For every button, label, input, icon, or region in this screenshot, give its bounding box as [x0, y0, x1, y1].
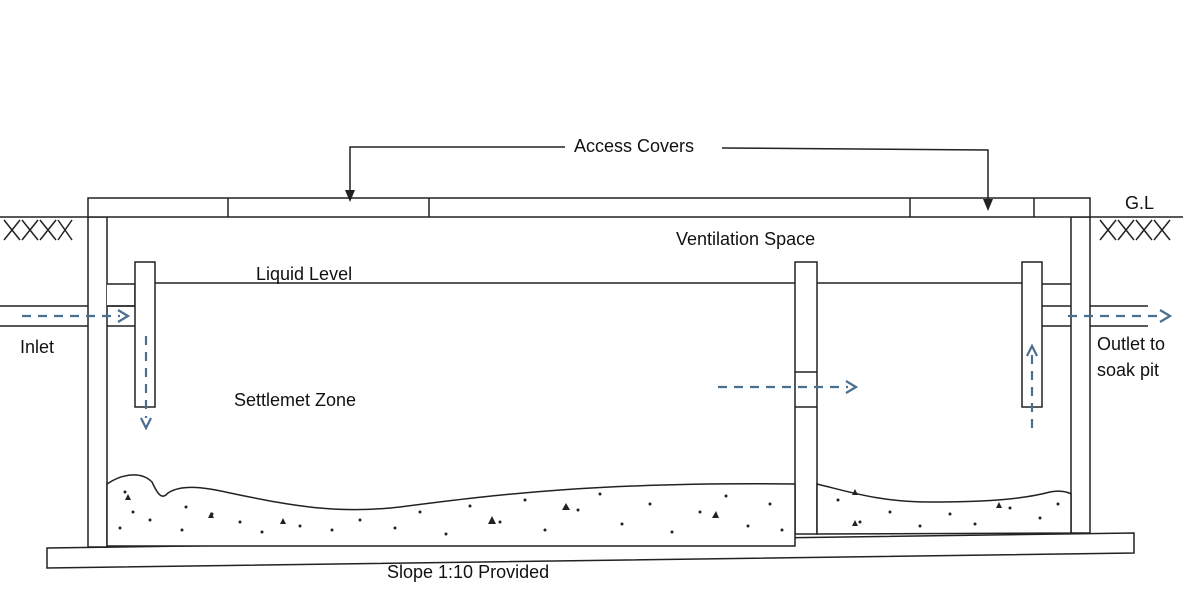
inlet-pipe: [0, 261, 156, 408]
tank-right-wall: [1070, 216, 1091, 534]
baffle-wall: [794, 261, 818, 535]
up-flow-arrow: [1026, 343, 1038, 428]
access-cover-leaders: [345, 146, 993, 211]
tank-left-wall: [87, 216, 108, 548]
inlet-label: Inlet: [20, 337, 55, 357]
outlet-label-line1: Outlet to: [1097, 334, 1166, 354]
access-covers-label: Access Covers: [574, 136, 695, 156]
settlement-zone-label: Settlemet Zone: [234, 390, 357, 410]
liquid-level-label: Liquid Level: [256, 264, 353, 284]
ground-level-label: G.L: [1125, 193, 1155, 213]
top-slab: [87, 197, 1091, 218]
inlet-flow-arrow: [22, 309, 131, 323]
sludge-layer: [106, 474, 1072, 547]
outlet-label-line2: soak pit: [1097, 360, 1160, 380]
down-flow-arrow: [140, 336, 152, 431]
baffle-flow-arrow: [718, 380, 859, 394]
outlet-flow-arrow: [1068, 309, 1173, 323]
ground-level-right: [1090, 216, 1183, 241]
ground-level-left: [0, 216, 88, 241]
slope-label: Slope 1:10 Provided: [387, 562, 550, 582]
ventilation-space-label: Ventilation Space: [676, 229, 816, 249]
